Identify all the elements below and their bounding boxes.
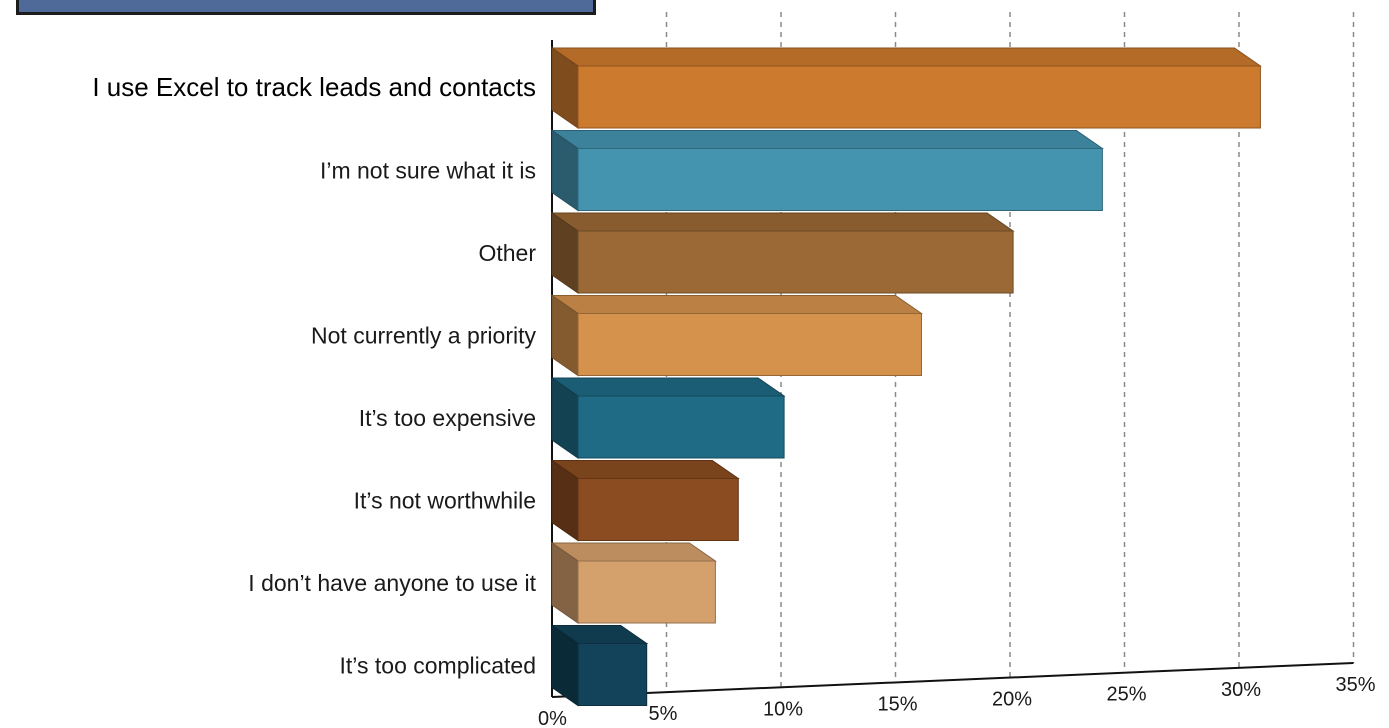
x-tick-label: 15%	[878, 693, 918, 715]
category-label: I’m not sure what it is	[320, 158, 536, 184]
bar-top-face	[550, 130, 1105, 149]
bar	[550, 294, 924, 377]
x-tick-label: 20%	[992, 689, 1032, 711]
bar	[550, 624, 649, 707]
bar-front-face	[577, 65, 1261, 129]
category-labels: I use Excel to track leads and contacts I…	[92, 72, 536, 679]
x-tick-labels: 0% 5% 10% 15% 20% 25% 30% 35%	[538, 674, 1376, 728]
bar	[550, 542, 718, 624]
x-tick-label: 35%	[1336, 674, 1376, 696]
bar	[550, 459, 740, 542]
bar-front-face	[577, 313, 922, 376]
bar-top-face	[550, 47, 1263, 67]
bar-top-face	[550, 377, 786, 397]
bar	[550, 377, 786, 459]
bar	[550, 212, 1015, 294]
bar	[550, 129, 1105, 212]
x-tick-label: 5%	[649, 703, 678, 725]
bar-front-face	[577, 230, 1014, 294]
title-banner	[16, 0, 596, 15]
x-tick-label: 25%	[1107, 684, 1147, 706]
category-label: I don’t have anyone to use it	[248, 570, 536, 596]
x-tick-label: 10%	[763, 698, 803, 720]
bar-top-face	[550, 295, 924, 314]
bars	[550, 47, 1263, 707]
category-label: Other	[478, 240, 536, 266]
bar-front-face	[577, 643, 648, 706]
x-axis	[551, 662, 1354, 698]
bar-top-face	[550, 460, 740, 479]
bar-top-face	[550, 212, 1015, 232]
bar-front-face	[577, 560, 716, 624]
category-label: It’s not worthwhile	[354, 488, 536, 514]
bar	[550, 47, 1263, 129]
x-tick-label: 30%	[1221, 679, 1261, 701]
bar-front-face	[577, 478, 739, 541]
category-label: I use Excel to track leads and contacts	[92, 72, 536, 102]
category-label: It’s too complicated	[340, 653, 536, 679]
category-label: It’s too expensive	[359, 405, 536, 431]
category-label: Not currently a priority	[311, 323, 536, 349]
bar-front-face	[577, 395, 785, 459]
bar-front-face	[577, 148, 1103, 211]
x-tick-label: 0%	[538, 708, 567, 728]
bar-top-face	[550, 542, 718, 562]
